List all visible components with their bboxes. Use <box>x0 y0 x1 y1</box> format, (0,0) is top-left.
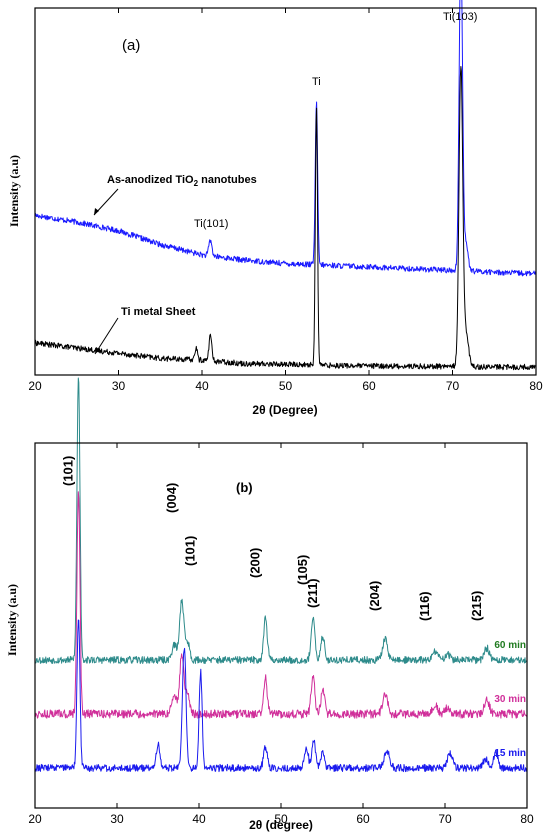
chart-a-peak-label-ti101: Ti(101) <box>194 218 228 230</box>
chart-b: 20 30 40 50 60 70 80 (101) (004) (101) (200) (105)… <box>5 377 534 832</box>
chart-a-traces <box>34 0 536 371</box>
chart-b-traces <box>34 377 527 773</box>
chart-b-series-15-min <box>34 619 527 773</box>
chart-a-annotation-tio2-arrowhead <box>94 208 99 215</box>
chart-a: 20 30 40 50 60 70 80 (a) 2θ (Degree) Intensity… <box>7 0 543 417</box>
chart-b-hkl-labels: (101) (004) (101) (200) (105)(211) (204) (116)… <box>61 456 484 621</box>
chart-a-x-tick-label: 70 <box>446 379 460 393</box>
chart-b-hkl-label: (215) <box>469 591 484 621</box>
chart-b-hkl-label: (105) <box>295 555 310 585</box>
chart-b-x-ticks: 20 30 40 50 60 70 80 <box>28 443 534 826</box>
chart-a-x-ticks: 20 30 40 50 60 70 80 <box>28 8 543 393</box>
chart-a-peak-label-ti: Ti <box>312 76 321 88</box>
chart-b-x-tick-label: 30 <box>110 812 124 826</box>
chart-b-hkl-label: (200) <box>247 548 262 578</box>
chart-a-series-tio2-nanotubes <box>34 0 536 277</box>
chart-a-x-tick-label: 50 <box>279 379 293 393</box>
chart-a-x-tick-label: 60 <box>362 379 376 393</box>
chart-b-hkl-label: (101) <box>183 536 198 566</box>
chart-a-xlabel: 2θ (Degree) <box>252 403 317 417</box>
chart-a-ylabel: Intensity (a.u) <box>7 155 21 227</box>
chart-b-series-60-min <box>34 377 527 665</box>
chart-b-x-tick-label: 20 <box>28 812 42 826</box>
chart-a-x-tick-label: 80 <box>529 379 543 393</box>
chart-b-ylabel: Intensity (a.u) <box>5 584 19 656</box>
chart-b-x-tick-label: 80 <box>520 812 534 826</box>
chart-a-annotation-ti-sheet-arrow <box>94 317 119 355</box>
chart-b-xlabel: 2θ (degree) <box>249 818 313 832</box>
chart-a-x-tick-label: 20 <box>28 379 42 393</box>
chart-b-trace-labels: 60 min 30 min 15 min <box>494 640 526 759</box>
chart-a-annotation-tio2: As-anodized TiO2 nanotubes <box>107 174 257 188</box>
chart-b-hkl-label: (004) <box>164 483 179 513</box>
chart-b-series-label: 60 min <box>494 640 526 651</box>
chart-a-peak-label-ti103: Ti(103) <box>443 11 477 23</box>
chart-a-x-tick-label: 30 <box>112 379 126 393</box>
chart-a-x-tick-label: 40 <box>195 379 209 393</box>
chart-a-annotation-ti-sheet: Ti metal Sheet <box>121 306 196 318</box>
chart-a-annotation-ti-sheet-arrowhead <box>95 347 100 354</box>
chart-b-series-label: 15 min <box>494 748 526 759</box>
chart-a-panel-label: (a) <box>122 37 140 54</box>
chart-b-frame <box>34 442 528 809</box>
chart-b-series-label: 30 min <box>494 694 526 705</box>
chart-b-hkl-label: (204) <box>367 581 382 611</box>
chart-b-x-tick-label: 50 <box>274 812 288 826</box>
chart-b-x-tick-label: 70 <box>438 812 452 826</box>
chart-b-hkl-label: (211) <box>305 578 320 608</box>
chart-b-x-tick-label: 40 <box>192 812 206 826</box>
chart-b-series-30-min <box>34 491 527 719</box>
chart-a-series-ti-metal-sheet <box>34 66 536 371</box>
chart-b-hkl-label: (116) <box>417 591 432 621</box>
chart-a-frame <box>34 7 537 376</box>
chart-b-hkl-label: (101) <box>61 456 76 486</box>
chart-b-x-tick-label: 60 <box>356 812 370 826</box>
chart-b-panel-label: (b) <box>236 480 253 495</box>
